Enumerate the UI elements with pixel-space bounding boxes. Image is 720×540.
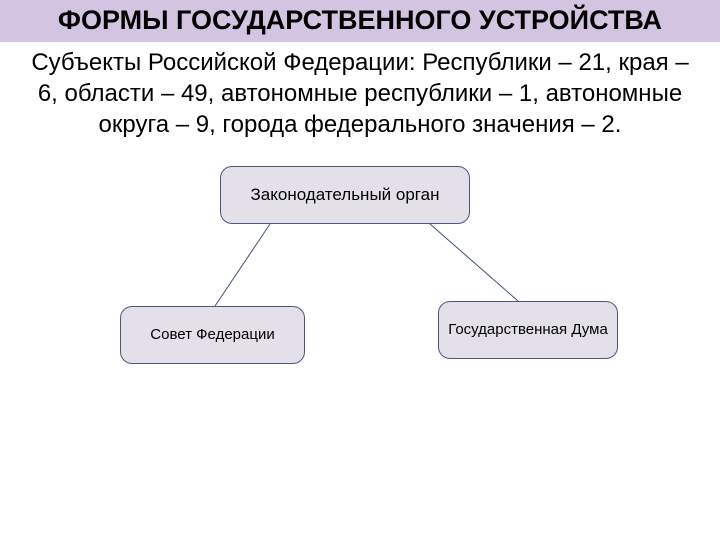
diagram-node-label: Совет Федерации [150, 326, 274, 343]
org-tree-diagram: Законодательный орган Совет Федерации Госу… [0, 141, 720, 411]
diagram-node-right: Государственная Дума [438, 301, 618, 359]
diagram-node-label: Законодательный орган [251, 185, 440, 205]
diagram-node-label: Государственная Дума [448, 321, 608, 338]
body-paragraph: Субъекты Российской Федерации: Республик… [0, 42, 720, 140]
diagram-edge [215, 224, 270, 306]
body-text: Субъекты Российской Федерации: Республик… [31, 49, 688, 137]
page-title-band: ФОРМЫ ГОСУДАРСТВЕННОГО УСТРОЙСТВА [0, 0, 720, 42]
diagram-edge [430, 224, 518, 301]
diagram-node-left: Совет Федерации [120, 306, 305, 364]
page-title-text: ФОРМЫ ГОСУДАРСТВЕННОГО УСТРОЙСТВА [58, 5, 662, 35]
diagram-node-root: Законодательный орган [220, 166, 470, 224]
